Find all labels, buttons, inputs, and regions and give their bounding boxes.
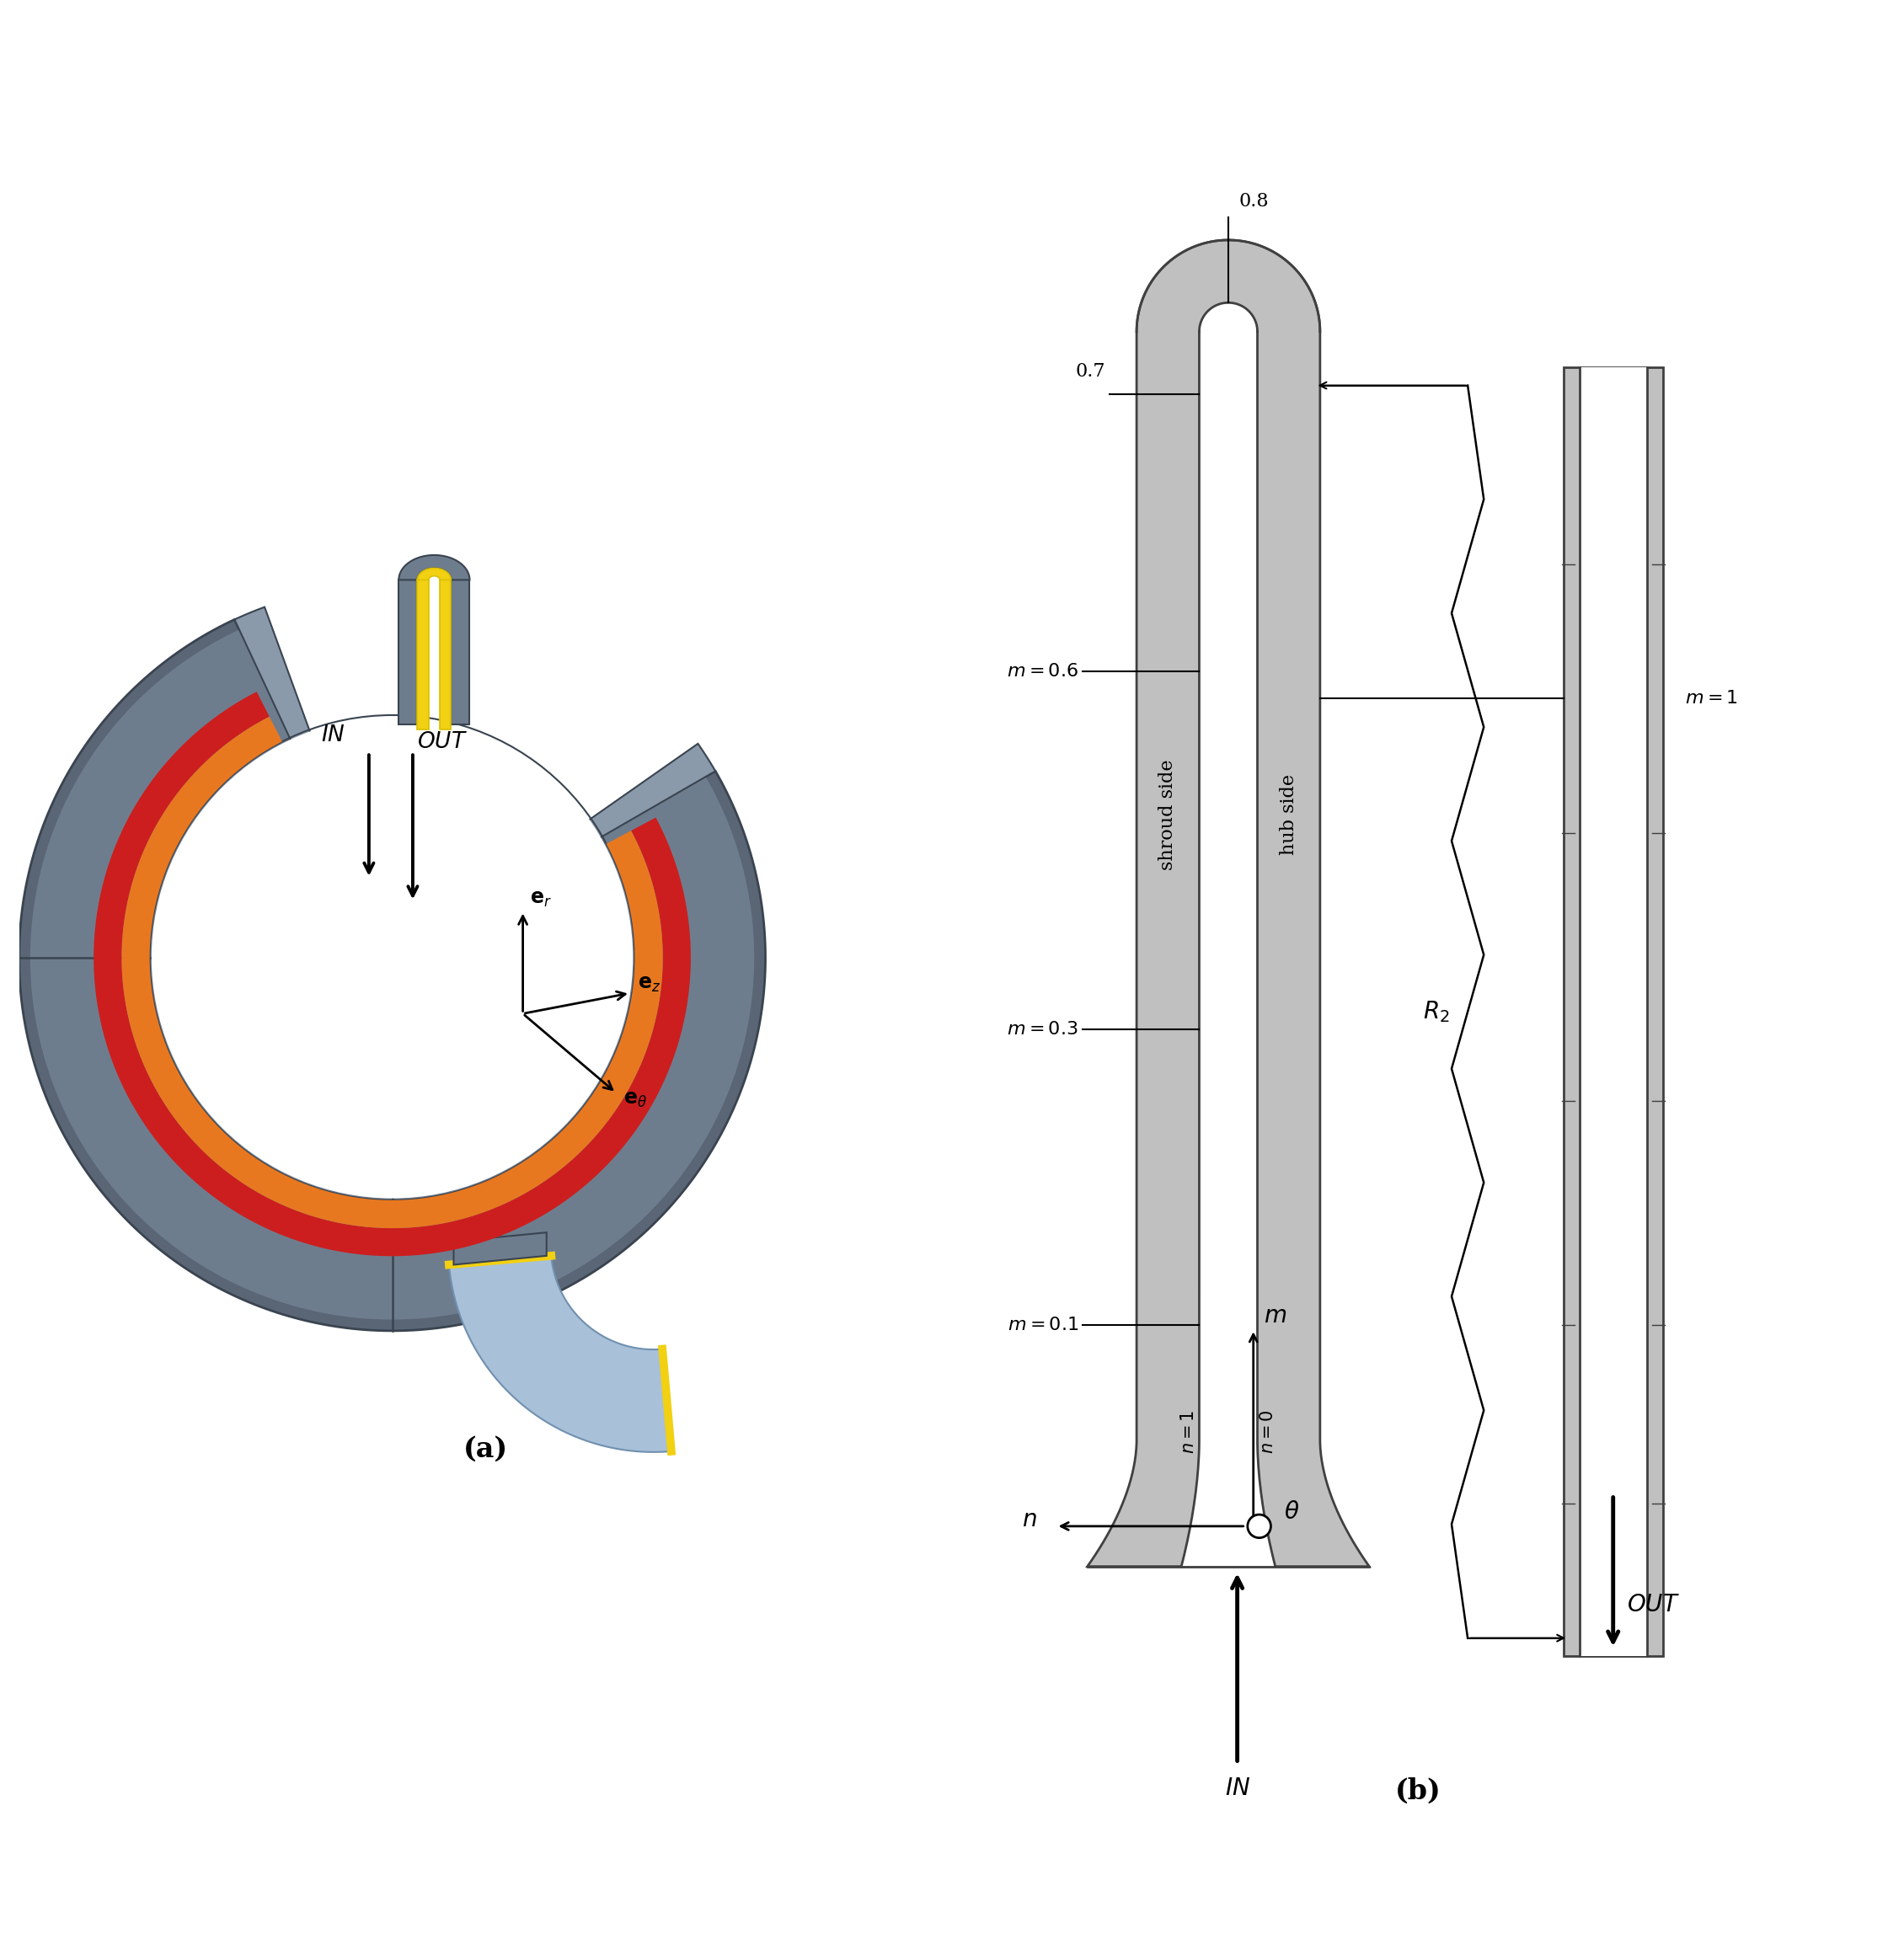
Text: hub side: hub side bbox=[1279, 774, 1299, 855]
Polygon shape bbox=[1563, 367, 1662, 1656]
Polygon shape bbox=[398, 555, 470, 580]
Circle shape bbox=[1247, 1514, 1270, 1538]
Text: $\theta$: $\theta$ bbox=[1283, 1501, 1300, 1524]
Polygon shape bbox=[1580, 367, 1647, 1656]
Polygon shape bbox=[449, 1255, 672, 1452]
Polygon shape bbox=[440, 580, 451, 729]
Text: $OUT$: $OUT$ bbox=[417, 731, 468, 752]
Text: $\mathbf{e}_r$: $\mathbf{e}_r$ bbox=[531, 890, 552, 909]
Text: $\mathbf{e}_z$: $\mathbf{e}_z$ bbox=[638, 975, 661, 994]
Text: (a): (a) bbox=[463, 1435, 508, 1462]
Polygon shape bbox=[398, 580, 417, 725]
Text: 0.7: 0.7 bbox=[1076, 362, 1104, 381]
Polygon shape bbox=[417, 569, 451, 580]
Text: $n=1$: $n=1$ bbox=[1180, 1410, 1198, 1454]
Text: $IN$: $IN$ bbox=[322, 725, 347, 745]
Text: $n$: $n$ bbox=[1022, 1509, 1036, 1532]
Text: $\mathbf{e}_\theta$: $\mathbf{e}_\theta$ bbox=[625, 1091, 647, 1110]
Polygon shape bbox=[234, 607, 314, 750]
Polygon shape bbox=[19, 619, 765, 1331]
Text: shroud side: shroud side bbox=[1160, 760, 1177, 870]
Circle shape bbox=[152, 718, 632, 1199]
Polygon shape bbox=[453, 1232, 546, 1265]
Polygon shape bbox=[122, 718, 663, 1228]
Text: $IN$: $IN$ bbox=[1224, 1777, 1251, 1801]
Polygon shape bbox=[30, 630, 754, 1319]
Text: $m$: $m$ bbox=[1264, 1305, 1287, 1327]
Text: $OUT$: $OUT$ bbox=[1626, 1594, 1679, 1617]
Polygon shape bbox=[451, 580, 470, 725]
Text: $m = 0.1$: $m = 0.1$ bbox=[1007, 1315, 1078, 1334]
Polygon shape bbox=[417, 580, 428, 729]
Polygon shape bbox=[93, 692, 691, 1257]
Text: $m = 1$: $m = 1$ bbox=[1685, 689, 1738, 708]
Text: $R_2$: $R_2$ bbox=[1422, 1000, 1449, 1025]
Text: $n=0$: $n=0$ bbox=[1260, 1410, 1276, 1454]
Text: 0.8: 0.8 bbox=[1240, 191, 1270, 211]
Polygon shape bbox=[1180, 302, 1276, 1567]
Text: (b): (b) bbox=[1396, 1777, 1441, 1804]
Polygon shape bbox=[1087, 240, 1369, 1567]
Text: $m = 0.3$: $m = 0.3$ bbox=[1007, 1021, 1078, 1039]
Text: $m = 0.6$: $m = 0.6$ bbox=[1007, 663, 1078, 681]
Polygon shape bbox=[579, 745, 716, 843]
